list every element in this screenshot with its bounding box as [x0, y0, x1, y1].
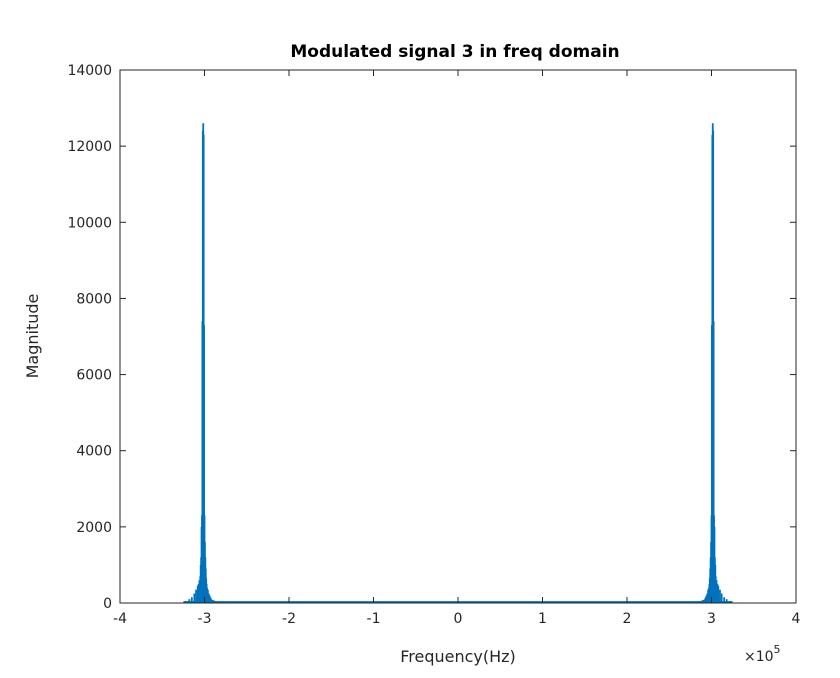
- x-tick-label: 1: [538, 611, 547, 627]
- x-tick-label: -4: [113, 611, 127, 627]
- x-tick-label: -2: [282, 611, 296, 627]
- x-tick-label: 2: [623, 611, 632, 627]
- y-tick-label: 8000: [76, 291, 112, 307]
- y-axis-label: Magnitude: [23, 294, 42, 379]
- x-tick-label: 3: [707, 611, 716, 627]
- y-tick-label: 14000: [67, 63, 112, 79]
- y-tick-label: 2000: [76, 520, 112, 536]
- x-multiplier-exponent: 5: [774, 643, 781, 656]
- y-axis-ticks: 0 2000 4000 6000 8000 10000 12000 14000: [67, 63, 796, 612]
- y-tick-label: 0: [103, 596, 112, 612]
- x-axis-multiplier: ×105: [744, 643, 781, 665]
- x-tick-label: 0: [454, 611, 463, 627]
- y-tick-label: 12000: [67, 139, 112, 155]
- y-tick-label: 4000: [76, 444, 112, 460]
- x-tick-label: -3: [198, 611, 212, 627]
- x-multiplier-base: ×10: [744, 649, 774, 665]
- chart-title: Modulated signal 3 in freq domain: [290, 42, 619, 62]
- plot-frame: [119, 69, 797, 604]
- x-axis-label: Frequency(Hz): [400, 647, 516, 666]
- y-tick-label: 10000: [67, 215, 112, 231]
- x-tick-label: 4: [792, 611, 801, 627]
- data-bars: [183, 123, 733, 603]
- x-tick-label: -1: [367, 611, 381, 627]
- y-tick-label: 6000: [76, 368, 112, 384]
- plot-area: [120, 70, 796, 603]
